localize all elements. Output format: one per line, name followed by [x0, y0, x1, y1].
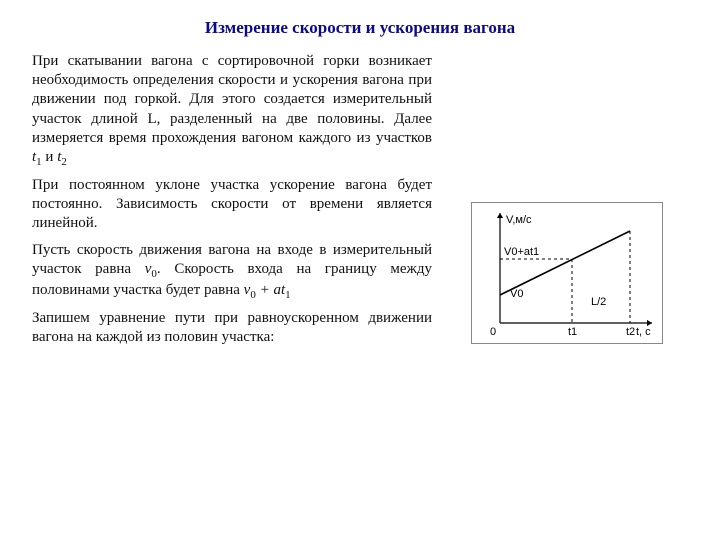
paragraph-2: При постоянном уклоне участка ускорение …: [32, 176, 432, 234]
svg-text:V0+at1: V0+at1: [504, 246, 539, 258]
svg-text:t1: t1: [568, 326, 577, 338]
chart-column: V,м/с t, с 0 t1 t2 V0 V0+at1 L/2: [446, 52, 688, 354]
content-row: При скатывании вагона с сортировочной го…: [32, 52, 688, 354]
svg-text:V0: V0: [510, 288, 523, 300]
svg-text:t2: t2: [626, 326, 635, 338]
text-column: При скатывании вагона с сортировочной го…: [32, 52, 432, 354]
chart-svg: V,м/с t, с 0 t1 t2 V0 V0+at1 L/2: [472, 203, 662, 343]
svg-text:0: 0: [490, 326, 496, 338]
svg-text:V,м/с: V,м/с: [506, 214, 532, 226]
p1-text-a: При скатывании вагона с сортировочной го…: [32, 53, 432, 146]
svg-text:L/2: L/2: [591, 296, 606, 308]
velocity-chart: V,м/с t, с 0 t1 t2 V0 V0+at1 L/2: [471, 202, 663, 344]
paragraph-1: При скатывании вагона с сортировочной го…: [32, 52, 432, 169]
p3-expr-a: at: [273, 282, 285, 298]
p1-t2-sub: 2: [61, 156, 67, 168]
svg-text:t, с: t, с: [636, 326, 651, 338]
paragraph-4: Запишем уравнение пути при равноускоренн…: [32, 309, 432, 347]
page-title: Измерение скорости и ускорения вагона: [32, 18, 688, 38]
p3-expr-plus: +: [256, 282, 274, 298]
paragraph-3: Пусть скорость движения вагона на входе …: [32, 241, 432, 302]
p3-expr-a1s: 1: [285, 289, 291, 301]
p1-and: и: [42, 149, 58, 165]
